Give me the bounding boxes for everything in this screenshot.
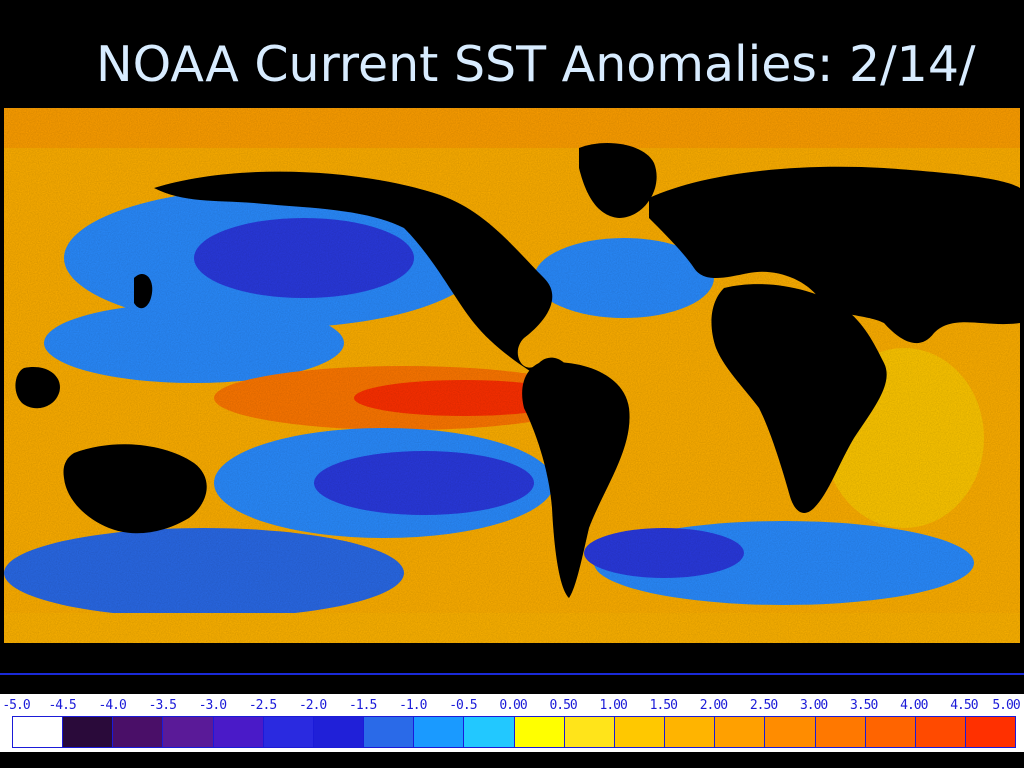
legend-swatch bbox=[213, 717, 264, 747]
legend-tick-label: -0.5 bbox=[449, 698, 477, 713]
legend-tick-label: -5.0 bbox=[2, 698, 30, 713]
legend-swatch bbox=[63, 717, 114, 747]
legend-tick-label: 1.50 bbox=[649, 698, 678, 713]
slide-title: NOAA Current SST Anomalies: 2/14/ bbox=[96, 36, 976, 93]
legend-separator bbox=[0, 673, 1024, 675]
legend-tick-label: 0.50 bbox=[549, 698, 577, 713]
legend-tick-label: -2.5 bbox=[248, 698, 277, 713]
sst-anomaly-map bbox=[4, 108, 1020, 668]
legend-swatch bbox=[364, 717, 415, 747]
legend-swatches bbox=[12, 716, 1016, 748]
legend-tick-label: -4.5 bbox=[48, 698, 76, 713]
color-legend: -5.0 -4.5 -4.0 -3.5 -3.0 -2.5 -2.0 -1.5 -1.0 -0.5… bbox=[0, 694, 1024, 752]
legend-tick-label: -1.0 bbox=[399, 698, 427, 713]
legend-tick-label: -3.0 bbox=[198, 698, 227, 713]
legend-swatch bbox=[514, 717, 565, 747]
legend-tick-label: 3.00 bbox=[799, 698, 828, 713]
legend-tick-label: -1.5 bbox=[349, 698, 377, 713]
legend-swatch bbox=[564, 717, 615, 747]
legend-swatch bbox=[13, 717, 64, 747]
legend-swatch bbox=[815, 717, 866, 747]
texture-overlay bbox=[4, 108, 1020, 668]
legend-tick-label: 2.00 bbox=[699, 698, 728, 713]
legend-swatch bbox=[765, 717, 816, 747]
legend-swatch bbox=[113, 717, 164, 747]
legend-swatch bbox=[313, 717, 365, 747]
legend-swatch bbox=[965, 717, 1016, 747]
legend-swatch bbox=[865, 717, 916, 747]
legend-tick-label: -4.0 bbox=[98, 698, 127, 713]
bottom-strip bbox=[0, 752, 1024, 768]
legend-tick-label: 4.00 bbox=[900, 698, 928, 713]
legend-tick-label: 3.50 bbox=[850, 698, 878, 713]
legend-swatch bbox=[464, 717, 515, 747]
legend-swatch bbox=[665, 717, 716, 747]
legend-tick-label: 2.50 bbox=[749, 698, 778, 713]
legend-ticks: -5.0 -4.5 -4.0 -3.5 -3.0 -2.5 -2.0 -1.5 -1.0 -0.5… bbox=[0, 694, 1024, 714]
legend-swatch bbox=[715, 717, 766, 747]
legend-swatch bbox=[163, 717, 214, 747]
legend-tick-label: -2.0 bbox=[298, 698, 327, 713]
legend-tick-label: 0.00 bbox=[499, 698, 527, 713]
legend-swatch bbox=[263, 717, 314, 747]
legend-tick-label: -3.5 bbox=[148, 698, 177, 713]
legend-swatch bbox=[614, 717, 666, 747]
legend-swatch bbox=[414, 717, 465, 747]
legend-tick-label: 1.00 bbox=[599, 698, 628, 713]
legend-swatch bbox=[915, 717, 966, 747]
legend-tick-label: 4.50 bbox=[950, 698, 978, 713]
legend-tick-label: 5.00 bbox=[992, 698, 1020, 713]
